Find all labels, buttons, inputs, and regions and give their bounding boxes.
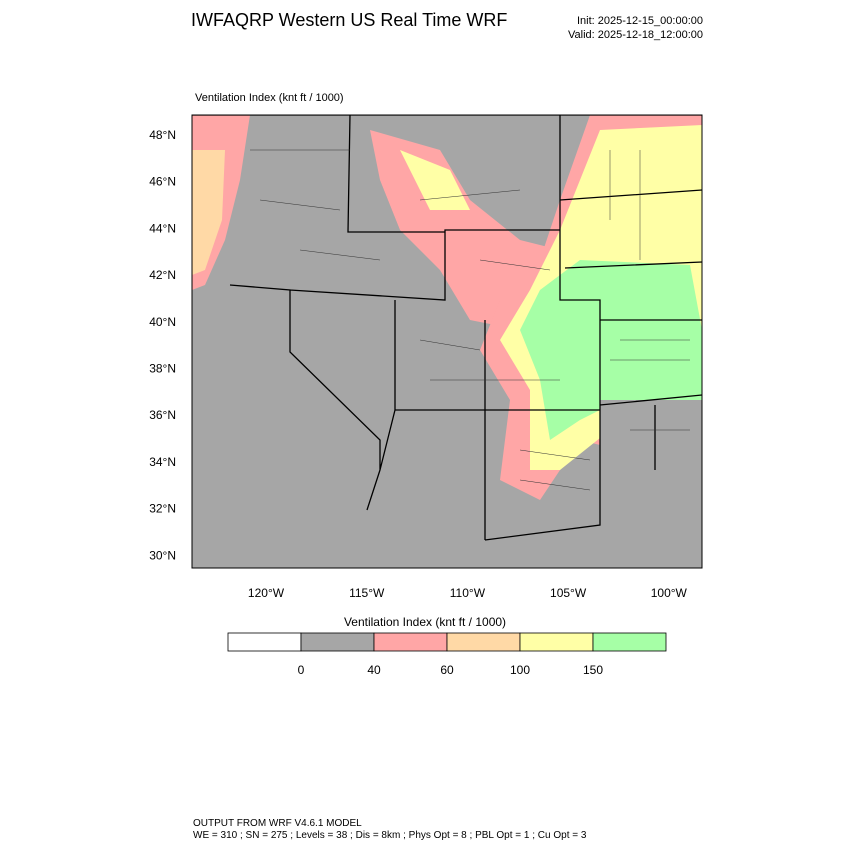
valid-time: Valid: 2025-12-18_12:00:00 — [568, 29, 703, 41]
colorbar-box — [373, 632, 448, 652]
footer-line: WE = 310 ; SN = 275 ; Levels = 38 ; Dis … — [193, 830, 587, 841]
lat-label: 48°N — [149, 128, 176, 142]
lat-label: 30°N — [149, 548, 176, 562]
colorbar-label: 60 — [440, 663, 454, 677]
lon-label: 120°W — [248, 586, 285, 600]
lat-label: 32°N — [149, 502, 176, 516]
lat-label: 36°N — [149, 408, 176, 422]
lat-label: 34°N — [149, 455, 176, 469]
lat-label: 40°N — [149, 315, 176, 329]
colorbar-box — [300, 632, 375, 652]
map-field — [192, 115, 702, 568]
footer-line: OUTPUT FROM WRF V4.6.1 MODEL — [193, 818, 362, 829]
lat-label: 38°N — [149, 362, 176, 376]
lon-label: 115°W — [349, 586, 385, 600]
lon-label: 105°W — [550, 586, 587, 600]
colorbar-box — [592, 632, 667, 652]
init-time: Init: 2025-12-15_00:00:00 — [577, 15, 703, 27]
lat-label: 46°N — [149, 175, 176, 189]
colorbar-label: 0 — [298, 663, 305, 677]
colorbar-label: 100 — [510, 663, 530, 677]
colorbar-title: Ventilation Index (knt ft / 1000) — [344, 615, 506, 629]
map-label: Ventilation Index (knt ft / 1000) — [195, 92, 344, 104]
lat-label: 42°N — [149, 268, 176, 282]
colorbar-box — [519, 632, 594, 652]
lat-label: 44°N — [149, 221, 176, 235]
colorbar-box — [446, 632, 521, 652]
lon-label: 110°W — [450, 586, 486, 600]
colorbar-label: 40 — [367, 663, 381, 677]
map-frame — [191, 114, 703, 569]
lon-label: 100°W — [651, 586, 688, 600]
title: IWFAQRP Western US Real Time WRF — [191, 10, 507, 30]
colorbar-label: 150 — [583, 663, 603, 677]
colorbar-box — [227, 632, 302, 652]
